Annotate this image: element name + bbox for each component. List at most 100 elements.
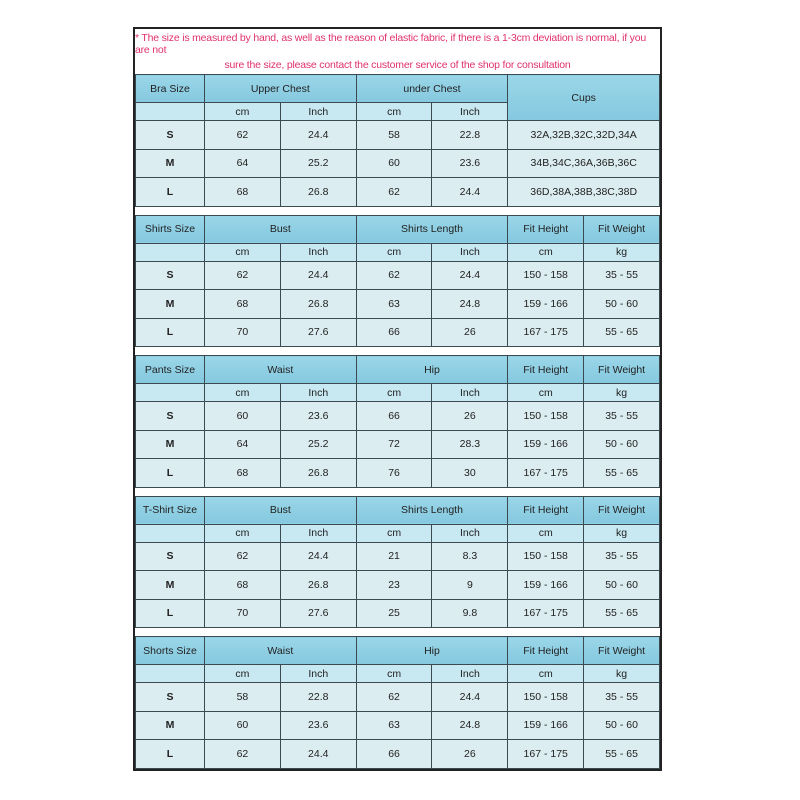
value-cell: 150 - 158 [507,541,585,571]
size-label: S [135,682,205,712]
value-cell: 35 - 55 [583,260,660,290]
value-cell: 72 [355,429,433,459]
size-label: L [135,317,205,347]
value-cell: 150 - 158 [507,260,585,290]
unit-label: Inch [279,102,357,121]
measurement-note: * The size is measured by hand, as well … [135,29,660,74]
section-header-row: Shorts Size Waist Hip Fit Height Fit Weight [135,636,660,665]
unit-label: Inch [279,523,357,543]
column-group-header: Fit Weight [583,355,660,384]
value-cell: 64 [204,148,281,178]
unit-label: cm [355,523,433,543]
value-cell: 70 [204,317,281,347]
value-cell: 26 [431,739,509,769]
section-gap [135,487,660,496]
size-label: S [135,260,205,290]
value-cell: 50 - 60 [583,710,660,740]
value-cell: 70 [204,598,281,628]
value-cell: 60 [204,401,281,431]
unit-label: Inch [431,383,509,402]
value-cell: 22.8 [279,682,357,712]
unit-label: Inch [431,523,509,543]
value-cell: 24.8 [431,710,509,740]
value-cell: 55 - 65 [583,317,660,347]
value-cell: 35 - 55 [583,401,660,431]
unit-label: cm [355,383,433,402]
size-chart: * The size is measured by hand, as well … [133,27,662,771]
column-group-header: Fit Height [507,495,585,525]
value-cell: 24.4 [279,541,357,571]
value-cell: 62 [204,541,281,571]
value-cell: 26 [431,401,509,431]
column-group-header: Fit Height [507,636,585,665]
unit-label: kg [583,523,660,543]
unit-row: cm Inch cm Inch [135,102,660,121]
value-cell: 63 [355,710,433,740]
section-title: Pants Size [135,355,205,384]
unit-label: cm [204,523,281,543]
value-cell: 62 [355,177,433,207]
value-cell: 27.6 [279,317,357,347]
section-title: Shorts Size [135,636,205,665]
section-gap [135,627,660,637]
unit-blank [135,664,205,683]
value-cell: 63 [355,289,433,319]
value-cell: 64 [204,429,281,459]
column-group-header: Fit Weight [583,636,660,665]
value-cell: 55 - 65 [583,739,660,769]
size-label: M [135,148,205,178]
value-cell: 24.8 [431,289,509,319]
column-group-header: Fit Height [507,355,585,384]
unit-label: Inch [279,242,357,262]
table-row: L 68 26.8 76 30 167 - 175 55 - 65 [135,458,660,488]
section-title: Shirts Size [135,214,205,244]
column-group-header: Hip [355,636,509,665]
value-cell: 68 [204,289,281,319]
unit-label: cm [507,242,585,262]
unit-blank [135,523,205,543]
column-group-header: Shirts Length [355,214,509,244]
value-cell: 62 [355,682,433,712]
value-cell: 32A,32B,32C,32D,34A [507,120,660,150]
column-group-header: Shirts Length [355,495,509,525]
value-cell: 50 - 60 [583,289,660,319]
value-cell: 26.8 [279,289,357,319]
column-group-header: Fit Height [507,214,585,244]
table-row: S 62 24.4 21 8.3 150 - 158 35 - 55 [135,541,660,571]
unit-blank [135,102,205,121]
unit-label: Inch [431,242,509,262]
value-cell: 76 [355,458,433,488]
column-group-header: Hip [355,355,509,384]
unit-label: kg [583,664,660,683]
value-cell: 62 [355,260,433,290]
unit-row: cm Inch cm Inch cm kg [135,383,660,402]
column-group-header: Waist [204,636,357,665]
note-line-2: sure the size, please contact the custom… [224,58,571,71]
section-header-row: Shirts Size Bust Shirts Length Fit Height Fi… [135,214,660,244]
size-label: L [135,458,205,488]
value-cell: 23.6 [431,148,509,178]
section-header-row: Pants Size Waist Hip Fit Height Fit Weight [135,355,660,384]
table-row: S 60 23.6 66 26 150 - 158 35 - 55 [135,401,660,431]
value-cell: 26.8 [279,458,357,488]
value-cell: 159 - 166 [507,570,585,600]
column-group-header: Fit Weight [583,214,660,244]
value-cell: 60 [204,710,281,740]
table-row: M 64 25.2 60 23.6 34B,34C,36A,36B,36C [135,148,660,178]
unit-label: cm [355,664,433,683]
unit-label: Inch [431,102,509,121]
value-cell: 159 - 166 [507,710,585,740]
size-label: L [135,598,205,628]
value-cell: 23.6 [279,401,357,431]
size-label: L [135,177,205,207]
value-cell: 159 - 166 [507,429,585,459]
value-cell: 28.3 [431,429,509,459]
value-cell: 60 [355,148,433,178]
value-cell: 66 [355,401,433,431]
column-group-header: Bust [204,495,357,525]
cups-header: Cups [507,74,660,121]
size-table: Bra Size Upper Chest under Chest Cups cm Inch… [135,74,660,769]
size-label: S [135,401,205,431]
value-cell: 36D,38A,38B,38C,38D [507,177,660,207]
value-cell: 62 [204,120,281,150]
